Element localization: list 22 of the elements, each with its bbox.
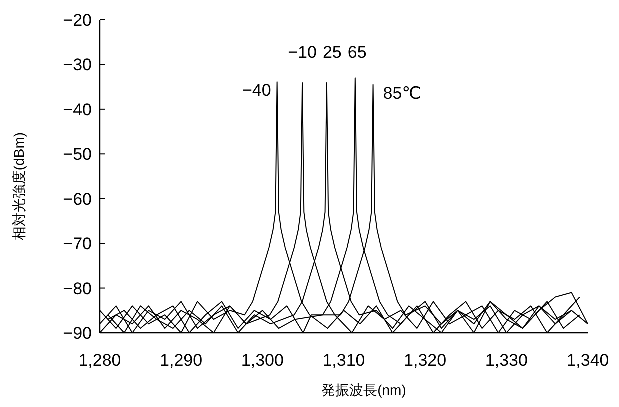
y-axis-title: 相対光強度(dBm)	[11, 132, 27, 241]
x-tick-label: 1,330	[485, 351, 528, 370]
x-tick-label: 1,340	[566, 351, 610, 370]
series-label: −10	[288, 43, 317, 62]
x-axis-title: 発振波長(nm)	[322, 382, 406, 398]
x-tick-label: 1,310	[322, 351, 366, 370]
series-label: 85℃	[383, 84, 422, 103]
y-tick-label: −90	[63, 324, 92, 343]
x-tick-label: 1,280	[78, 351, 122, 370]
y-tick-label: −50	[63, 145, 92, 164]
y-tick-label: −30	[63, 56, 92, 75]
series-label: 65	[348, 43, 367, 62]
x-tick-label: 1,290	[160, 351, 203, 370]
x-tick-label: 1,320	[404, 351, 447, 370]
series-label: 25	[322, 43, 342, 62]
x-tick-label: 1,300	[241, 351, 284, 370]
y-tick-label: −20	[63, 11, 92, 30]
y-tick-label: −60	[63, 190, 92, 209]
series-label: −40	[242, 81, 272, 100]
y-tick-label: −80	[63, 279, 92, 298]
y-tick-label: −70	[63, 234, 92, 254]
y-tick-label: −40	[63, 100, 92, 120]
